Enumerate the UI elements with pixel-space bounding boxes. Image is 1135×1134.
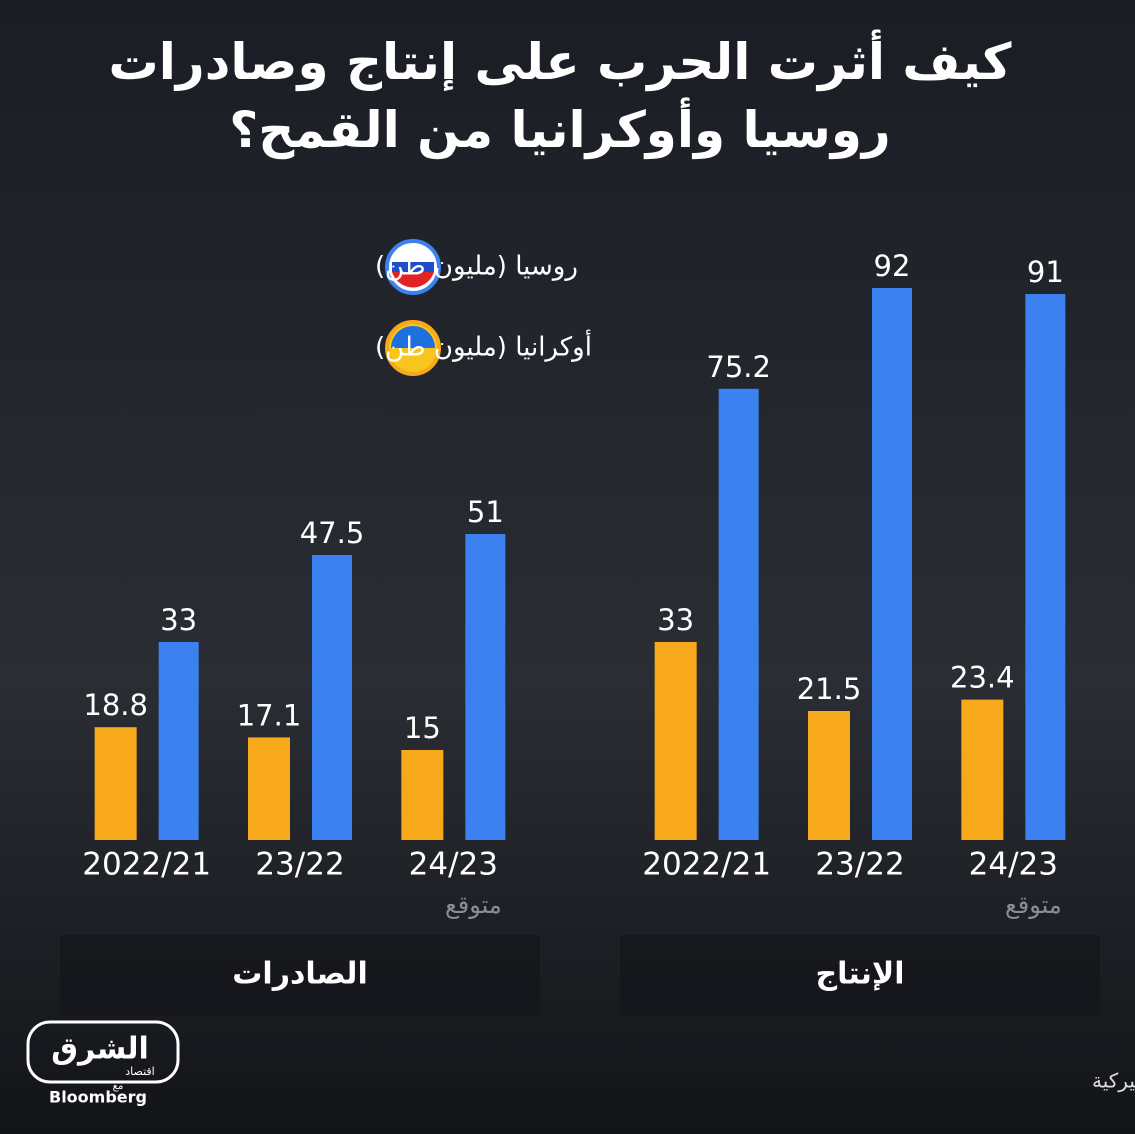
bar (312, 555, 352, 840)
logo-with: مع (113, 1081, 124, 1092)
bar (94, 727, 137, 840)
panel-band (60, 935, 540, 1015)
bar (465, 534, 506, 840)
bar (961, 699, 1004, 840)
value-label: 51 (467, 495, 504, 529)
x-tick-label: 2022/21 (82, 847, 211, 883)
logo-sub: اقتصاد (125, 1065, 154, 1078)
panel-band (620, 935, 1100, 1015)
value-label: 91 (1027, 255, 1064, 289)
logo-partner: Bloomberg (49, 1088, 147, 1107)
x-tick-label: 23/22 (255, 847, 344, 883)
value-label: 33 (657, 603, 694, 637)
value-label: 75.2 (706, 350, 771, 384)
bar (654, 642, 697, 840)
value-label: 33 (160, 603, 197, 637)
x-tick-note: متوقع (445, 891, 502, 919)
logo-frame (26, 1020, 180, 1084)
chart-title: كيف أثرت الحرب على إنتاج وصادرات روسيا و… (108, 33, 1012, 159)
legend-label: روسيا (مليون طن) (375, 252, 578, 282)
x-tick-note: متوقع (1005, 891, 1062, 919)
bar (1025, 294, 1066, 840)
value-label: 23.4 (950, 661, 1015, 695)
bar (401, 750, 444, 840)
x-tick-label: 2022/21 (642, 847, 771, 883)
bar (158, 642, 199, 840)
x-tick-label: 24/23 (969, 847, 1058, 883)
value-label: 17.1 (237, 698, 302, 732)
bar (718, 388, 759, 840)
panel-title: الإنتاج (815, 957, 904, 992)
value-label: 18.8 (83, 688, 148, 722)
value-label: 47.5 (300, 516, 365, 550)
value-label: 15 (404, 711, 441, 745)
logo-brand: الشرق (51, 1032, 149, 1067)
bar (872, 288, 912, 840)
panel-title: الصادرات (232, 957, 367, 992)
bar (808, 711, 850, 840)
bar (248, 737, 290, 840)
source: المصدر: بيانات وزارة الزراعة الأميركية (1092, 1069, 1135, 1093)
legend-label: أوكرانيا (مليون طن) (375, 329, 592, 363)
value-label: 21.5 (797, 672, 862, 706)
x-tick-label: 23/22 (815, 847, 904, 883)
flag-ukraine (385, 320, 441, 376)
value-label: 92 (874, 249, 911, 283)
flag-russia (385, 239, 441, 295)
x-tick-label: 24/23 (409, 847, 498, 883)
